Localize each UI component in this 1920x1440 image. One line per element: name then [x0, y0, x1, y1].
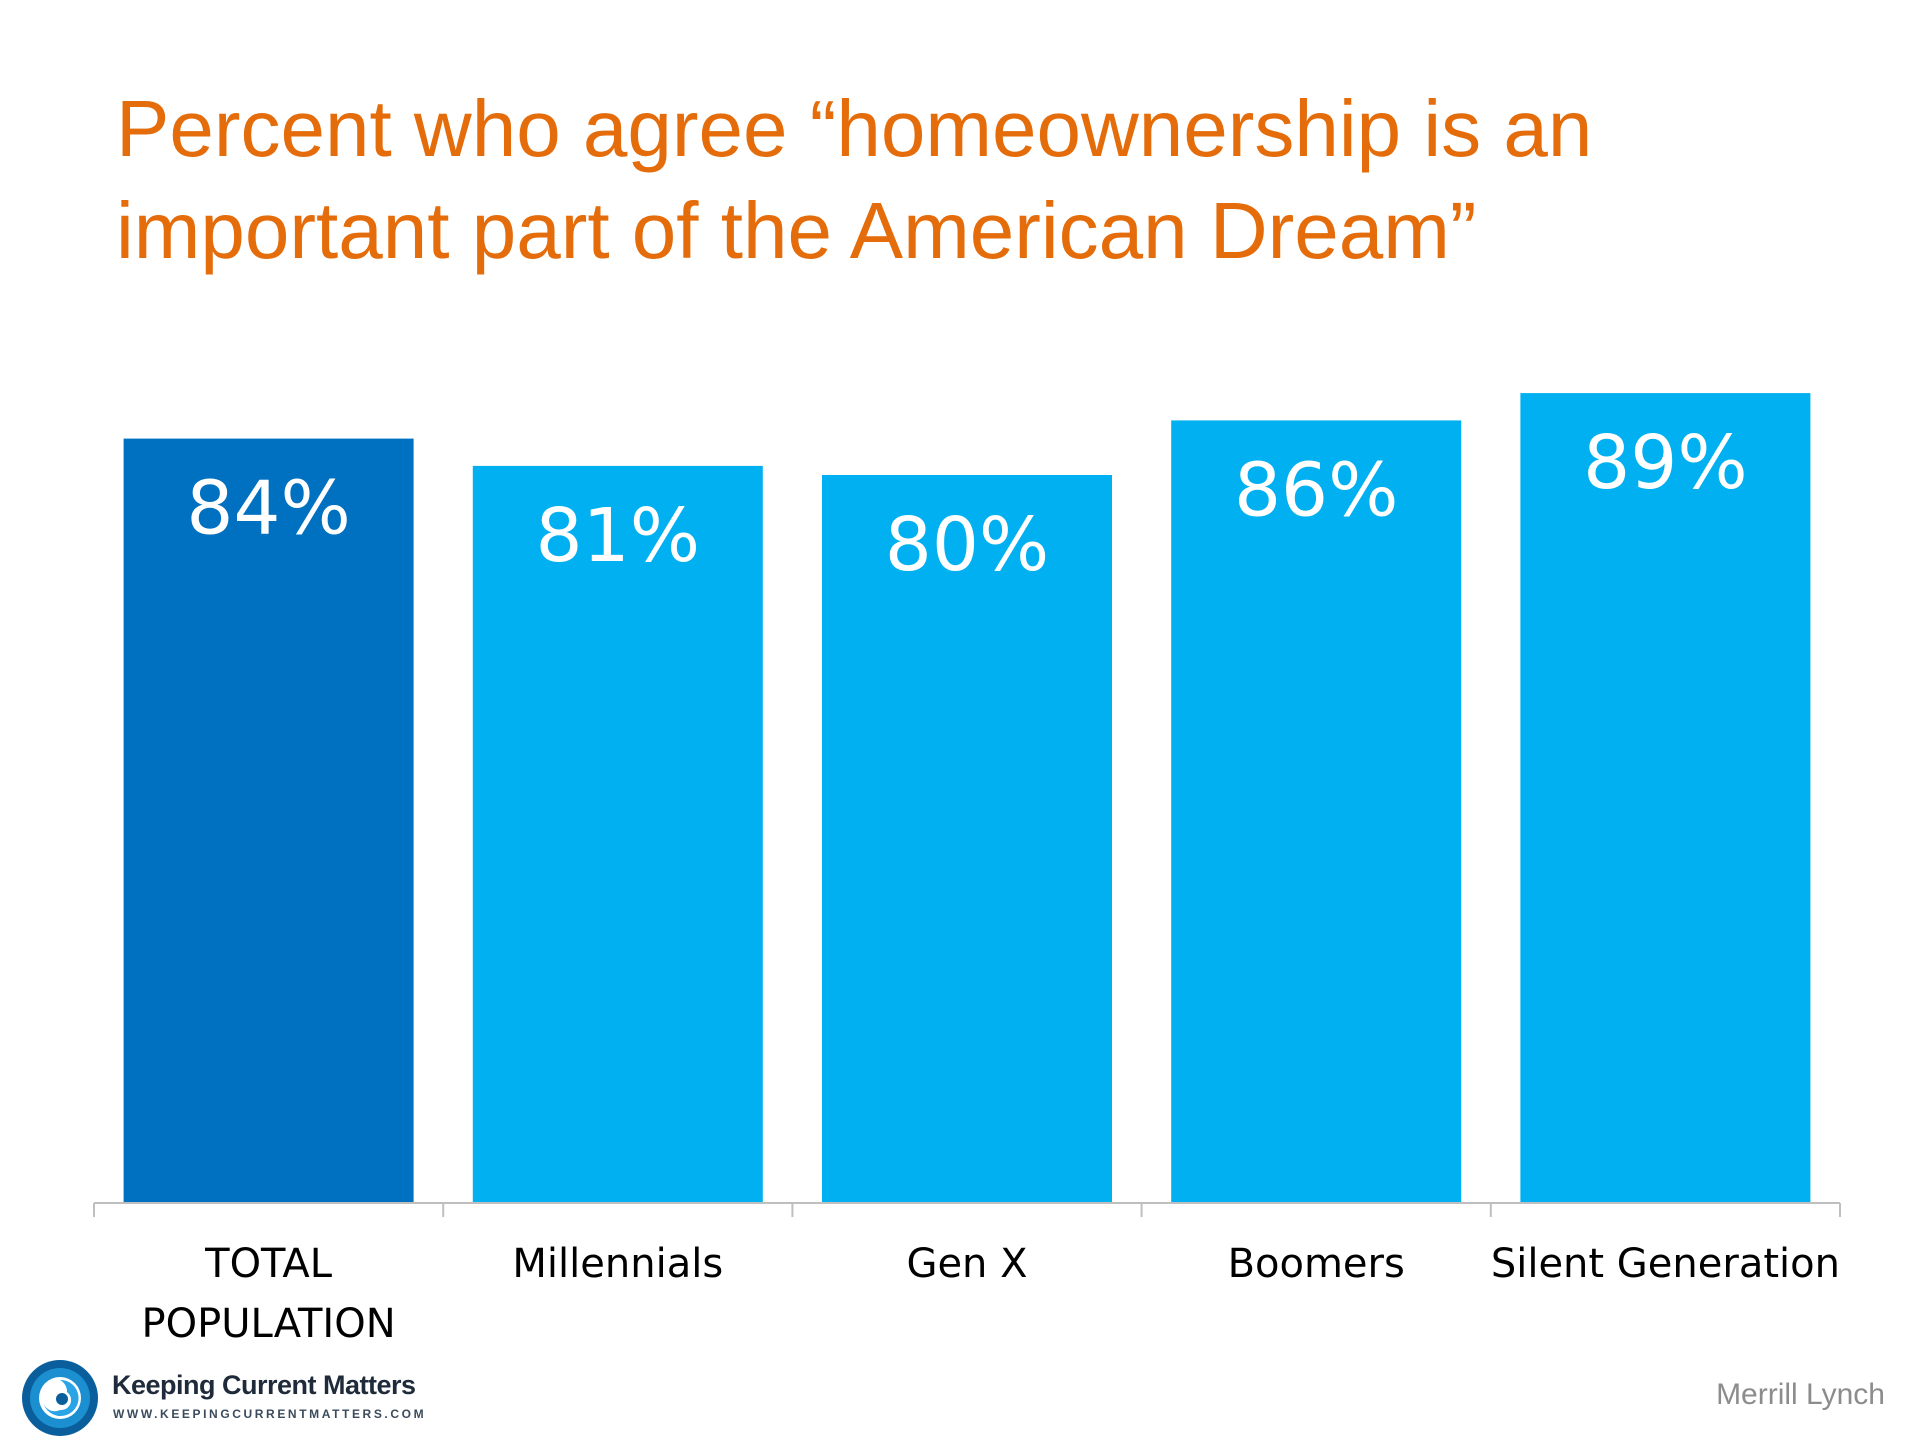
swirl-logo-icon — [22, 1360, 98, 1436]
logo-name: Keeping Current Matters — [112, 1370, 416, 1400]
data-label-4: 86% — [1234, 447, 1398, 533]
category-label-5: Silent Generation — [1491, 1241, 1840, 1287]
bar-group — [123, 393, 1811, 1204]
category-label-1: TOTAL POPULATION — [142, 1241, 396, 1347]
bar-3 — [822, 475, 1112, 1203]
bar-4 — [1171, 420, 1462, 1203]
bar-chart: 84% 81% 80% 86% 89% TOTAL POPULATION Millennia… — [93, 393, 1841, 1347]
bar-2 — [472, 465, 763, 1203]
data-label-group: 84% 81% 80% 86% 89% — [186, 420, 1747, 588]
category-label-group: TOTAL POPULATION Millennials Gen X Boomers Si… — [142, 1241, 1840, 1347]
bar-1 — [123, 438, 414, 1204]
source-label: Merrill Lynch — [1716, 1378, 1885, 1411]
x-axis — [93, 1202, 1841, 1217]
category-label-3: Gen X — [906, 1241, 1027, 1287]
category-label-4: Boomers — [1228, 1241, 1405, 1287]
data-label-2: 81% — [536, 493, 700, 579]
data-label-1: 84% — [186, 466, 350, 552]
chart-title: Percent who agree “homeownership is an i… — [116, 84, 1593, 275]
company-logo[interactable]: Keeping Current Matters WWW.KEEPINGCURRE… — [20, 1358, 460, 1438]
bar-5 — [1520, 393, 1811, 1204]
data-label-5: 89% — [1583, 420, 1747, 506]
logo-url: WWW.KEEPINGCURRENTMATTERS.COM — [113, 1407, 427, 1421]
category-label-2: Millennials — [512, 1241, 723, 1287]
data-label-3: 80% — [885, 502, 1049, 588]
